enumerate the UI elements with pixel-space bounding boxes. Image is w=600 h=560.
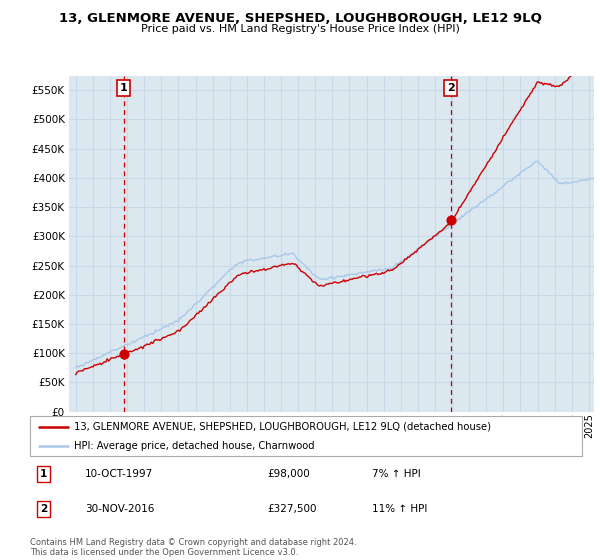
Text: Price paid vs. HM Land Registry's House Price Index (HPI): Price paid vs. HM Land Registry's House … (140, 24, 460, 34)
Text: 1: 1 (40, 469, 47, 479)
Text: £327,500: £327,500 (268, 504, 317, 514)
Text: 2: 2 (446, 83, 454, 93)
Point (446, 216, 455, 225)
Text: 30-NOV-2016: 30-NOV-2016 (85, 504, 155, 514)
Text: 13, GLENMORE AVENUE, SHEPSHED, LOUGHBOROUGH, LE12 9LQ (detached house): 13, GLENMORE AVENUE, SHEPSHED, LOUGHBORO… (74, 422, 491, 432)
Text: Contains HM Land Registry data © Crown copyright and database right 2024.
This d: Contains HM Land Registry data © Crown c… (30, 538, 356, 557)
Text: HPI: Average price, detached house, Charnwood: HPI: Average price, detached house, Char… (74, 441, 315, 450)
Text: 13, GLENMORE AVENUE, SHEPSHED, LOUGHBOROUGH, LE12 9LQ: 13, GLENMORE AVENUE, SHEPSHED, LOUGHBORO… (59, 12, 541, 25)
Point (119, 350, 128, 359)
Text: 11% ↑ HPI: 11% ↑ HPI (372, 504, 428, 514)
Text: 2: 2 (40, 504, 47, 514)
Text: 7% ↑ HPI: 7% ↑ HPI (372, 469, 421, 479)
Text: 1: 1 (119, 83, 127, 93)
Text: 10-OCT-1997: 10-OCT-1997 (85, 469, 154, 479)
Text: £98,000: £98,000 (268, 469, 310, 479)
